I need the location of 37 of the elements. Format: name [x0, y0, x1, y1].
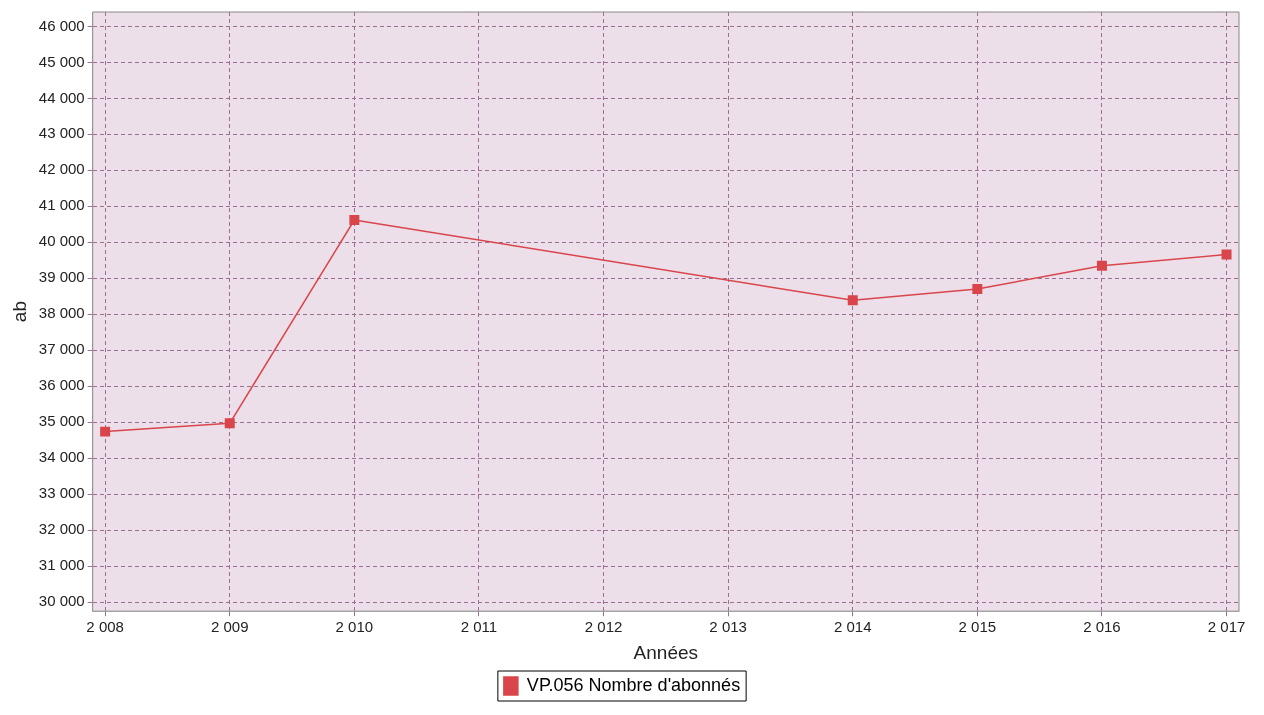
- x-tick-label: 2 014: [833, 618, 872, 636]
- y-tick-label: 41 000: [38, 196, 85, 214]
- y-tick-label: 43 000: [38, 124, 85, 142]
- y-tick-label: 31 000: [38, 556, 85, 574]
- x-tick-label: 2 017: [1207, 618, 1246, 636]
- legend-label: VP.056 Nombre d'abonnés: [526, 674, 741, 695]
- x-tick-label: 2 016: [1083, 618, 1121, 636]
- y-tick-label: 45 000: [38, 52, 85, 70]
- point: [847, 295, 858, 306]
- y-tick-label: 30 000: [38, 592, 85, 610]
- point: [972, 284, 983, 295]
- point: [1221, 249, 1232, 260]
- y-tick-label: 35 000: [38, 412, 85, 430]
- y-tick-label: 32 000: [38, 520, 85, 538]
- y-tick-label: 44 000: [38, 88, 85, 106]
- y-tick-label: 40 000: [38, 232, 85, 250]
- y-tick-label: 38 000: [38, 304, 85, 322]
- y-tick-label: 36 000: [38, 376, 85, 394]
- point: [224, 418, 235, 429]
- y-tick-label: 34 000: [38, 448, 85, 466]
- x-tick-label: 2 012: [584, 618, 623, 636]
- x-tick-label: 2 015: [958, 618, 997, 636]
- x-tick-label: 2 013: [709, 618, 747, 636]
- y-axis-title: ab: [8, 301, 30, 323]
- x-tick-label: 2 008: [86, 618, 124, 636]
- point: [100, 426, 111, 437]
- point: [349, 215, 360, 225]
- point: [1096, 260, 1107, 271]
- y-tick-label: 37 000: [38, 340, 85, 358]
- x-tick-label: 2 010: [335, 618, 374, 636]
- x-axis-title: Années: [633, 641, 699, 663]
- y-tick-label: 42 000: [38, 160, 85, 178]
- x-tick-label: 2 009: [210, 618, 249, 636]
- y-tick-label: 33 000: [38, 484, 85, 502]
- y-tick-label: 46 000: [38, 16, 85, 34]
- x-tick-label: 2 011: [460, 618, 498, 636]
- y-tick-label: 39 000: [38, 268, 85, 286]
